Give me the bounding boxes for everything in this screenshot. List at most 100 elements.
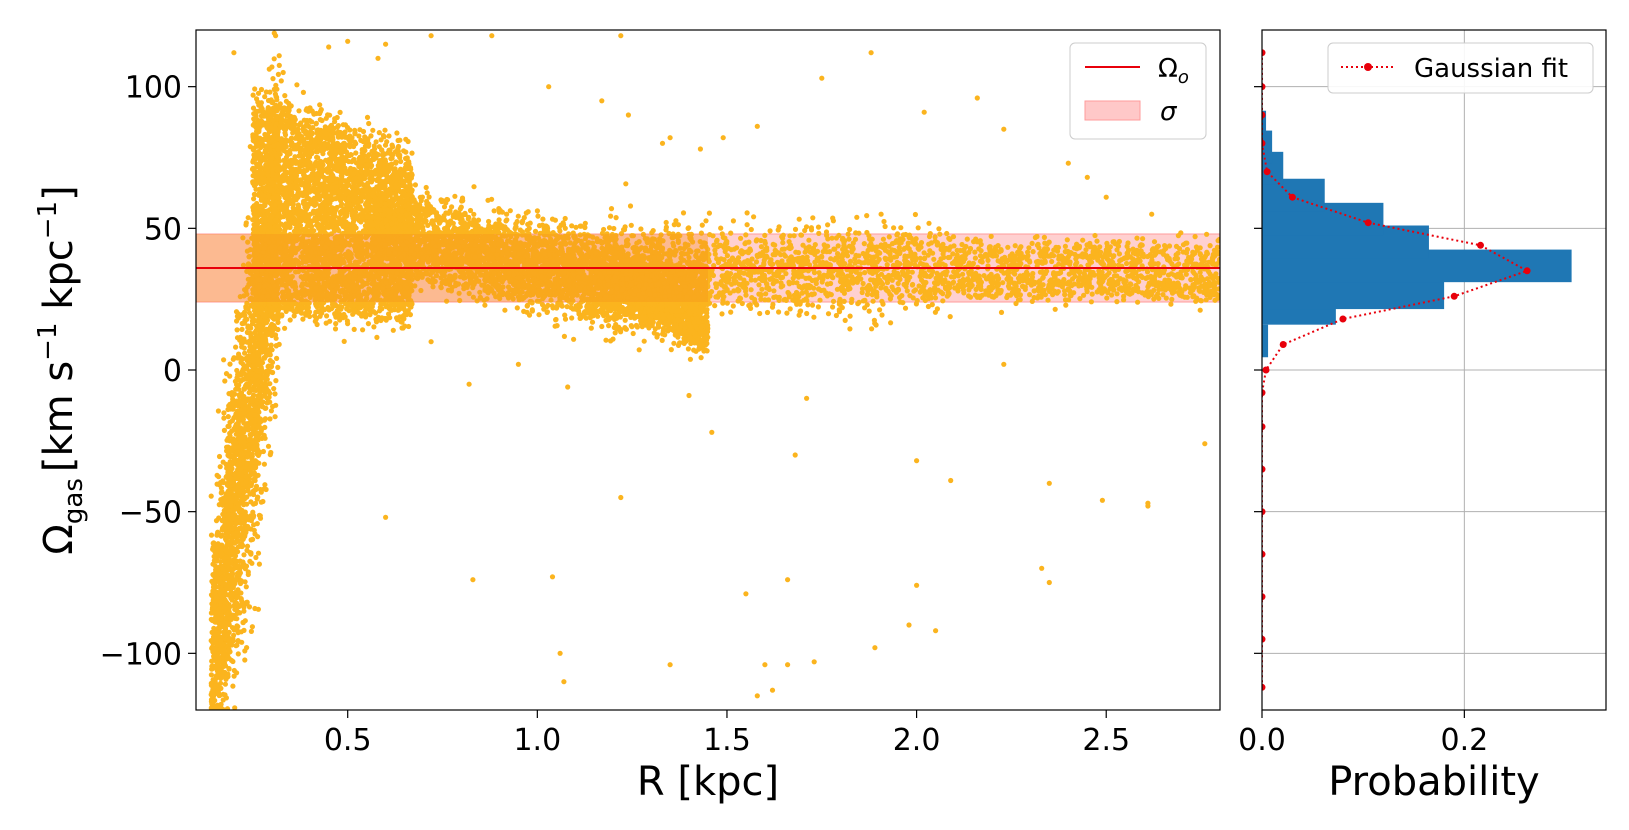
scatter-point <box>282 132 289 138</box>
scatter-point <box>215 617 221 623</box>
scatter-point <box>273 343 279 349</box>
scatter-point <box>262 424 268 430</box>
scatter-point <box>244 488 251 494</box>
scatter-point <box>224 632 231 638</box>
scatter-point <box>225 414 231 420</box>
scatter-point <box>259 325 265 331</box>
scatter-point <box>226 471 233 477</box>
scatter-point <box>337 109 343 115</box>
scatter-point <box>234 367 240 374</box>
scatter-point <box>244 461 250 467</box>
scatter-point <box>234 355 240 361</box>
scatter-point <box>226 646 232 653</box>
scatter-point <box>236 603 242 610</box>
scatter-point <box>247 415 253 421</box>
scatter-point <box>219 517 225 524</box>
scatter-point <box>221 415 227 421</box>
scatter-point <box>233 520 239 527</box>
scatter-point <box>263 329 269 335</box>
scatter-point <box>242 657 248 663</box>
scatter-point <box>208 532 215 538</box>
scatter-point <box>250 316 256 322</box>
scatter-point <box>382 142 389 148</box>
scatter-point <box>273 335 279 341</box>
scatter-point <box>224 529 230 535</box>
scatter-point <box>238 532 244 538</box>
scatter-points <box>208 30 1220 710</box>
scatter-point <box>249 451 255 457</box>
scatter-point <box>227 433 233 439</box>
scatter-point <box>255 351 261 357</box>
scatter-point <box>340 122 346 128</box>
scatter-point <box>266 394 272 400</box>
scatter-point <box>244 376 250 382</box>
scatter-point <box>226 636 232 643</box>
scatter-point <box>218 490 224 496</box>
scatter-point <box>273 402 279 408</box>
scatter-point <box>347 152 353 159</box>
scatter-point <box>212 598 218 604</box>
scatter-point <box>229 418 235 424</box>
scatter-point <box>360 327 366 333</box>
scatter-point <box>209 693 215 699</box>
scatter-point <box>368 133 374 139</box>
scatter-point <box>244 645 250 651</box>
scatter-point <box>214 557 220 563</box>
scatter-point <box>255 358 261 364</box>
scatter-point <box>276 62 282 68</box>
scatter-point <box>344 318 350 324</box>
scatter-point <box>235 651 241 657</box>
scatter-point <box>258 499 264 505</box>
scatter-point <box>248 628 254 635</box>
scatter-point <box>271 56 277 62</box>
scatter-point <box>272 414 278 420</box>
scatter-point <box>236 428 242 434</box>
scatter-point <box>296 108 302 114</box>
scatter-point <box>226 391 232 397</box>
scatter-point <box>270 369 276 376</box>
scatter-point <box>253 554 259 561</box>
scatter-point <box>226 592 233 598</box>
scatter-point <box>317 109 323 115</box>
scatter-point <box>250 501 257 507</box>
scatter-point <box>287 317 293 323</box>
scatter-point <box>235 502 241 508</box>
scatter-point <box>219 623 225 629</box>
scatter-point <box>262 94 268 100</box>
scatter-point <box>241 439 248 445</box>
scatter-point <box>234 335 241 341</box>
scatter-point <box>222 522 228 528</box>
scatter-point <box>254 335 261 341</box>
scatter-point <box>232 705 238 710</box>
scatter-point <box>236 392 242 398</box>
scatter-point <box>241 410 247 416</box>
scatter-point <box>225 444 231 450</box>
scatter-point <box>333 321 339 327</box>
scatter-point <box>257 419 263 425</box>
scatter-point <box>290 130 296 136</box>
scatter-point <box>236 471 243 477</box>
scatter-point <box>237 517 243 523</box>
scatter-point <box>254 129 260 135</box>
scatter-point <box>275 71 281 77</box>
scatter-point <box>271 316 277 322</box>
scatter-point <box>244 329 250 335</box>
scatter-point <box>275 364 281 370</box>
scatter-point <box>229 614 235 620</box>
scatter-point <box>229 526 236 532</box>
scatter-point <box>359 147 365 153</box>
scatter-point <box>242 313 248 319</box>
scatter-point <box>365 143 371 149</box>
scatter-point <box>275 223 281 229</box>
scatter-point <box>229 465 235 471</box>
scatter-point <box>254 430 260 436</box>
scatter-point <box>261 432 267 438</box>
scatter-point <box>252 437 258 443</box>
scatter-point <box>221 427 227 433</box>
scatter-point <box>241 429 247 435</box>
scatter-point <box>226 483 233 489</box>
scatter-point <box>360 128 367 135</box>
scatter-point <box>255 90 262 96</box>
scatter-point <box>233 451 239 457</box>
